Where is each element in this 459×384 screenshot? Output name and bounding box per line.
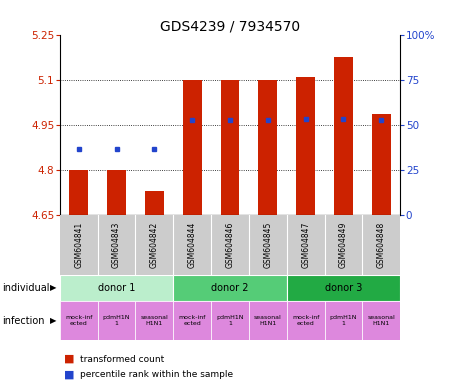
Text: pdmH1N
1: pdmH1N 1 (329, 315, 357, 326)
Bar (107, 170, 126, 215)
Bar (182, 80, 201, 215)
Text: mock-inf
ected: mock-inf ected (178, 315, 206, 326)
Bar (324, 301, 362, 340)
Text: mock-inf
ected: mock-inf ected (291, 315, 319, 326)
Bar (286, 301, 324, 340)
Bar (296, 77, 314, 215)
Text: seasonal
H1N1: seasonal H1N1 (253, 315, 281, 326)
Bar (173, 301, 211, 340)
Bar (248, 301, 286, 340)
Text: GSM604846: GSM604846 (225, 222, 234, 268)
Bar (97, 301, 135, 340)
Text: GSM604847: GSM604847 (301, 222, 309, 268)
Text: individual: individual (2, 283, 50, 293)
Text: donor 3: donor 3 (324, 283, 361, 293)
Bar (258, 80, 277, 215)
Text: pdmH1N
1: pdmH1N 1 (102, 315, 130, 326)
Text: percentile rank within the sample: percentile rank within the sample (80, 370, 233, 379)
Text: GSM604841: GSM604841 (74, 222, 83, 268)
Title: GDS4239 / 7934570: GDS4239 / 7934570 (160, 20, 299, 33)
Text: ■: ■ (64, 369, 75, 379)
Text: pdmH1N
1: pdmH1N 1 (216, 315, 243, 326)
Bar (60, 301, 97, 340)
Text: infection: infection (2, 316, 45, 326)
Bar (173, 275, 286, 301)
Bar (286, 275, 399, 301)
Text: GSM604843: GSM604843 (112, 222, 121, 268)
Text: ▶: ▶ (50, 316, 56, 325)
Text: GSM604842: GSM604842 (150, 222, 158, 268)
Text: ▶: ▶ (50, 283, 56, 293)
Text: donor 2: donor 2 (211, 283, 248, 293)
Bar (211, 301, 248, 340)
Bar (145, 191, 163, 215)
Text: GSM604848: GSM604848 (376, 222, 385, 268)
Text: GSM604845: GSM604845 (263, 222, 272, 268)
Text: seasonal
H1N1: seasonal H1N1 (367, 315, 394, 326)
Text: transformed count: transformed count (80, 354, 164, 364)
Text: seasonal
H1N1: seasonal H1N1 (140, 315, 168, 326)
Text: donor 1: donor 1 (98, 283, 135, 293)
Bar (220, 80, 239, 215)
Text: mock-inf
ected: mock-inf ected (65, 315, 92, 326)
Bar (60, 275, 173, 301)
Bar (371, 114, 390, 215)
Bar (333, 57, 352, 215)
Text: GSM604849: GSM604849 (338, 222, 347, 268)
Text: GSM604844: GSM604844 (187, 222, 196, 268)
Bar (362, 301, 399, 340)
Bar (69, 170, 88, 215)
Text: ■: ■ (64, 354, 75, 364)
Bar (135, 301, 173, 340)
